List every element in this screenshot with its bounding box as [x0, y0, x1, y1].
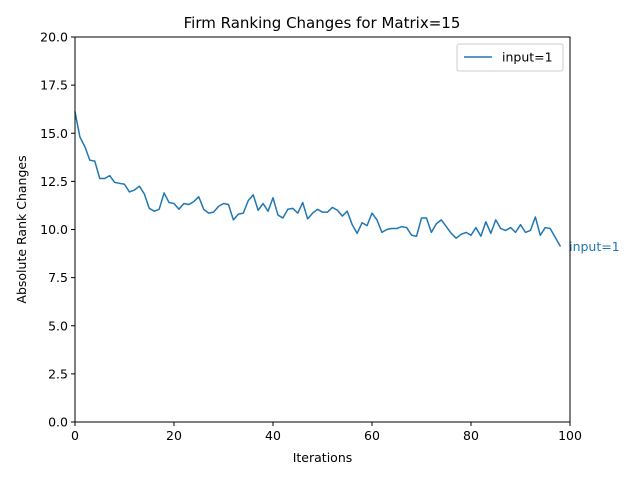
y-tick-label: 12.5	[40, 174, 68, 189]
x-tick-label: 100	[558, 428, 582, 443]
y-tick-label: 0.0	[48, 415, 68, 430]
y-tick-label: 5.0	[48, 318, 68, 333]
y-tick-label: 17.5	[40, 78, 68, 93]
legend-box	[456, 43, 564, 72]
y-axis-ticks: 0.0 2.5 5.0 7.5 10.0 12.5 15.0 17.5 20.0	[40, 30, 75, 430]
x-axis-ticks: 0 20 40 60 80 100	[71, 422, 582, 443]
legend-entry-label: input=1	[502, 50, 553, 65]
chart-title: Firm Ranking Changes for Matrix=15	[184, 14, 461, 32]
y-tick-label: 15.0	[40, 126, 68, 141]
legend: input=1	[456, 43, 564, 72]
y-axis-label: Absolute Rank Changes	[14, 155, 29, 303]
x-tick-label: 40	[265, 428, 281, 443]
x-tick-label: 0	[71, 428, 79, 443]
y-tick-label: 2.5	[48, 366, 68, 381]
y-tick-label: 10.0	[40, 222, 68, 237]
series-end-label: input=1	[569, 239, 620, 254]
y-tick-label: 7.5	[48, 270, 68, 285]
y-tick-label: 20.0	[40, 30, 68, 45]
plot-area: input=1	[74, 111, 620, 254]
x-tick-label: 60	[364, 428, 380, 443]
x-axis-label: Iterations	[293, 450, 353, 465]
series-line	[74, 111, 562, 247]
x-tick-label: 80	[463, 428, 479, 443]
x-tick-label: 20	[166, 428, 182, 443]
